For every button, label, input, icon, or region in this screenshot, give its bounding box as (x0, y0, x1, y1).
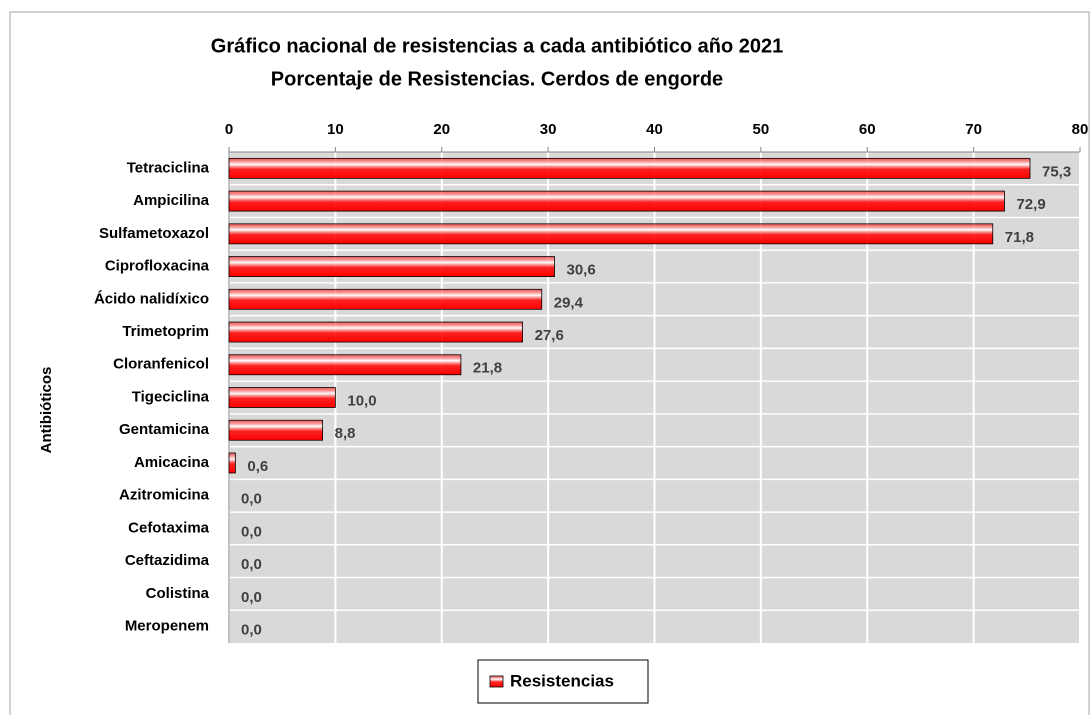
value-label: 0,0 (241, 589, 262, 606)
bar (228, 419, 324, 441)
x-tick-label: 40 (646, 121, 663, 138)
value-label: 75,3 (1042, 163, 1071, 180)
value-label: 0,0 (241, 622, 262, 639)
y-axis-title: Antibióticos (38, 367, 55, 454)
value-label: 0,0 (241, 491, 262, 508)
bar (228, 190, 1005, 212)
y-tick-label: Tetraciclina (127, 159, 210, 176)
x-tick-label: 80 (1072, 121, 1089, 138)
bar (228, 288, 543, 310)
chart-subtitle: Porcentaje de Resistencias. Cerdos de en… (271, 68, 723, 90)
y-tick-label: Azitromicina (119, 487, 210, 504)
y-tick-label: Cloranfenicol (113, 356, 209, 373)
value-label: 21,8 (473, 360, 502, 377)
value-label: 27,6 (535, 327, 564, 344)
x-tick-label: 30 (540, 121, 557, 138)
value-label: 29,4 (554, 294, 584, 311)
legend-box (477, 659, 649, 704)
value-label: 71,8 (1005, 229, 1034, 246)
y-tick-label: Sulfametoxazol (99, 225, 209, 242)
y-tick-label: Gentamicina (119, 421, 210, 438)
x-tick-label: 50 (753, 121, 770, 138)
y-tick-label: Meropenem (125, 618, 209, 635)
y-tick-label: Ceftazidima (125, 552, 210, 569)
bar (228, 354, 462, 376)
x-tick-label: 70 (965, 121, 982, 138)
bar (228, 223, 994, 245)
value-label: 8,8 (335, 425, 356, 442)
x-tick-label: 20 (433, 121, 450, 138)
bar (228, 157, 1031, 179)
x-tick-label: 0 (225, 121, 233, 138)
bar (228, 256, 555, 277)
y-tick-label: Tigeciclina (132, 388, 210, 405)
value-label: 10,0 (347, 392, 376, 409)
y-tick-label: Colistina (146, 585, 210, 602)
chart-title: Gráfico nacional de resistencias a cada … (211, 35, 783, 57)
value-label: 0,0 (241, 556, 262, 573)
value-label: 72,9 (1016, 196, 1045, 213)
bar (228, 452, 236, 474)
legend-swatch (489, 675, 504, 688)
value-label: 0,0 (241, 523, 262, 540)
y-tick-label: Ciprofloxacina (105, 258, 210, 275)
x-tick-label: 60 (859, 121, 876, 138)
y-tick-label: Trimetoprim (122, 323, 209, 340)
y-tick-label: Ampicilina (133, 192, 210, 209)
x-tick-label: 10 (327, 121, 344, 138)
y-tick-label: Cefotaxima (128, 519, 210, 536)
y-tick-label: Amicacina (134, 454, 210, 471)
bar (228, 321, 523, 343)
bar (228, 387, 336, 408)
value-label: 0,6 (247, 458, 268, 475)
value-label: 30,6 (567, 262, 596, 279)
y-tick-label: Ácido nalidíxico (94, 290, 209, 307)
legend-label: Resistencias (510, 671, 614, 690)
